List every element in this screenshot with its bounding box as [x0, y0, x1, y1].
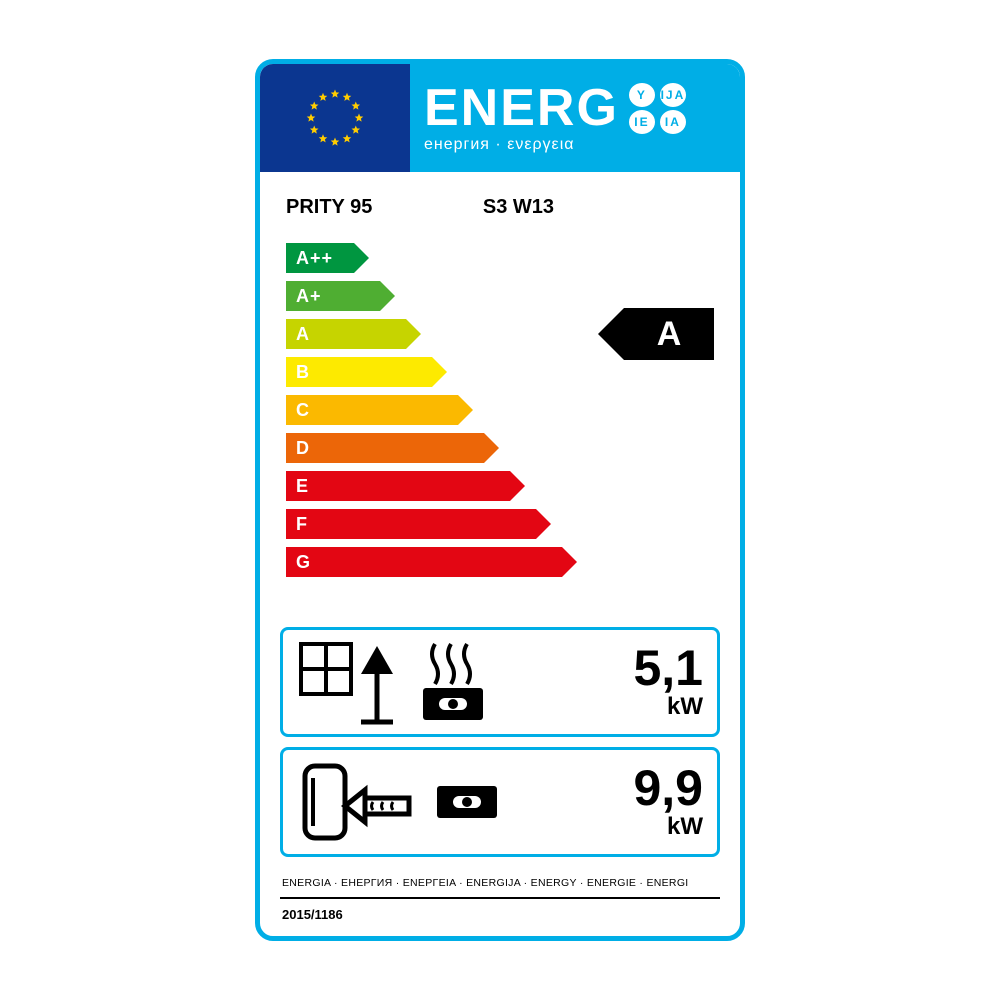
footer-languages: ENERGIA · ЕНЕРГИЯ · ΕΝΕΡΓΕΙΑ · ENERGIJA …: [260, 867, 740, 891]
rating-row-f: F: [286, 509, 536, 539]
suffix-y: Y: [629, 83, 655, 107]
eu-flag-icon: [260, 64, 410, 172]
direct-heat-value: 5,1 kW: [532, 643, 703, 721]
rating-row-e: E: [286, 471, 510, 501]
product-rating-badge: A: [624, 308, 714, 360]
rating-label: C: [296, 400, 310, 421]
rating-label: B: [296, 362, 310, 383]
indirect-heat-icon: [297, 758, 532, 846]
rating-row-a: A: [286, 319, 406, 349]
header: ENERG Y IJA IE IA енергия · ενεργεια: [260, 64, 740, 172]
rating-row-c: C: [286, 395, 458, 425]
rating-label: A: [296, 324, 310, 345]
indirect-heat-unit: kW: [532, 813, 703, 841]
rating-row-aplus: A+: [286, 281, 380, 311]
product-brand: PRITY 95: [286, 196, 483, 219]
rating-label: A+: [296, 286, 322, 307]
suffix-ia: IA: [660, 110, 686, 134]
energy-label-card: ENERG Y IJA IE IA енергия · ενεργεια PRI…: [255, 59, 745, 941]
direct-heat-unit: kW: [532, 693, 703, 721]
spec-direct-heat: 5,1 kW: [280, 627, 720, 737]
product-model: S3 W13: [483, 196, 714, 219]
rating-row-g: G: [286, 547, 562, 577]
indirect-heat-value: 9,9 kW: [532, 763, 703, 841]
regulation-ref: 2015/1186: [260, 899, 740, 936]
energ-title-block: ENERG Y IJA IE IA енергия · ενεργεια: [410, 64, 740, 172]
suffix-ija: IJA: [660, 83, 686, 107]
direct-heat-number: 5,1: [532, 643, 703, 693]
rating-scale: A A++A+ABCDEFG: [260, 229, 740, 619]
rating-label: F: [296, 514, 308, 535]
suffix-ie: IE: [629, 110, 655, 134]
rating-row-b: B: [286, 357, 432, 387]
rating-row-aplusplus: A++: [286, 243, 354, 273]
rating-label: G: [296, 552, 311, 573]
rating-label: A++: [296, 248, 333, 269]
rating-label: E: [296, 476, 309, 497]
indirect-heat-number: 9,9: [532, 763, 703, 813]
rating-label: D: [296, 438, 310, 459]
energ-subtitle: енергия · ενεργεια: [424, 136, 730, 154]
product-rating-letter: A: [624, 308, 714, 360]
spec-indirect-heat: 9,9 kW: [280, 747, 720, 857]
rating-row-d: D: [286, 433, 484, 463]
direct-heat-icon: [297, 638, 532, 726]
energ-suffix-badges: Y IJA IE IA: [629, 83, 688, 134]
product-row: PRITY 95 S3 W13: [260, 172, 740, 229]
energ-title-text: ENERG: [424, 82, 619, 134]
